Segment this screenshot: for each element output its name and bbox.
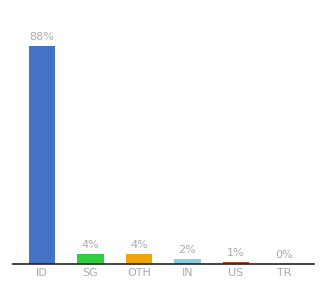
Text: 88%: 88% [29, 32, 54, 42]
Bar [223, 262, 249, 264]
Text: 0%: 0% [276, 250, 293, 260]
Bar [77, 254, 104, 264]
Text: 2%: 2% [179, 245, 196, 255]
Bar [28, 46, 55, 264]
Bar [174, 259, 201, 264]
Text: 4%: 4% [82, 240, 99, 250]
Text: 4%: 4% [130, 240, 148, 250]
Bar [126, 254, 152, 264]
Text: 1%: 1% [227, 248, 245, 258]
